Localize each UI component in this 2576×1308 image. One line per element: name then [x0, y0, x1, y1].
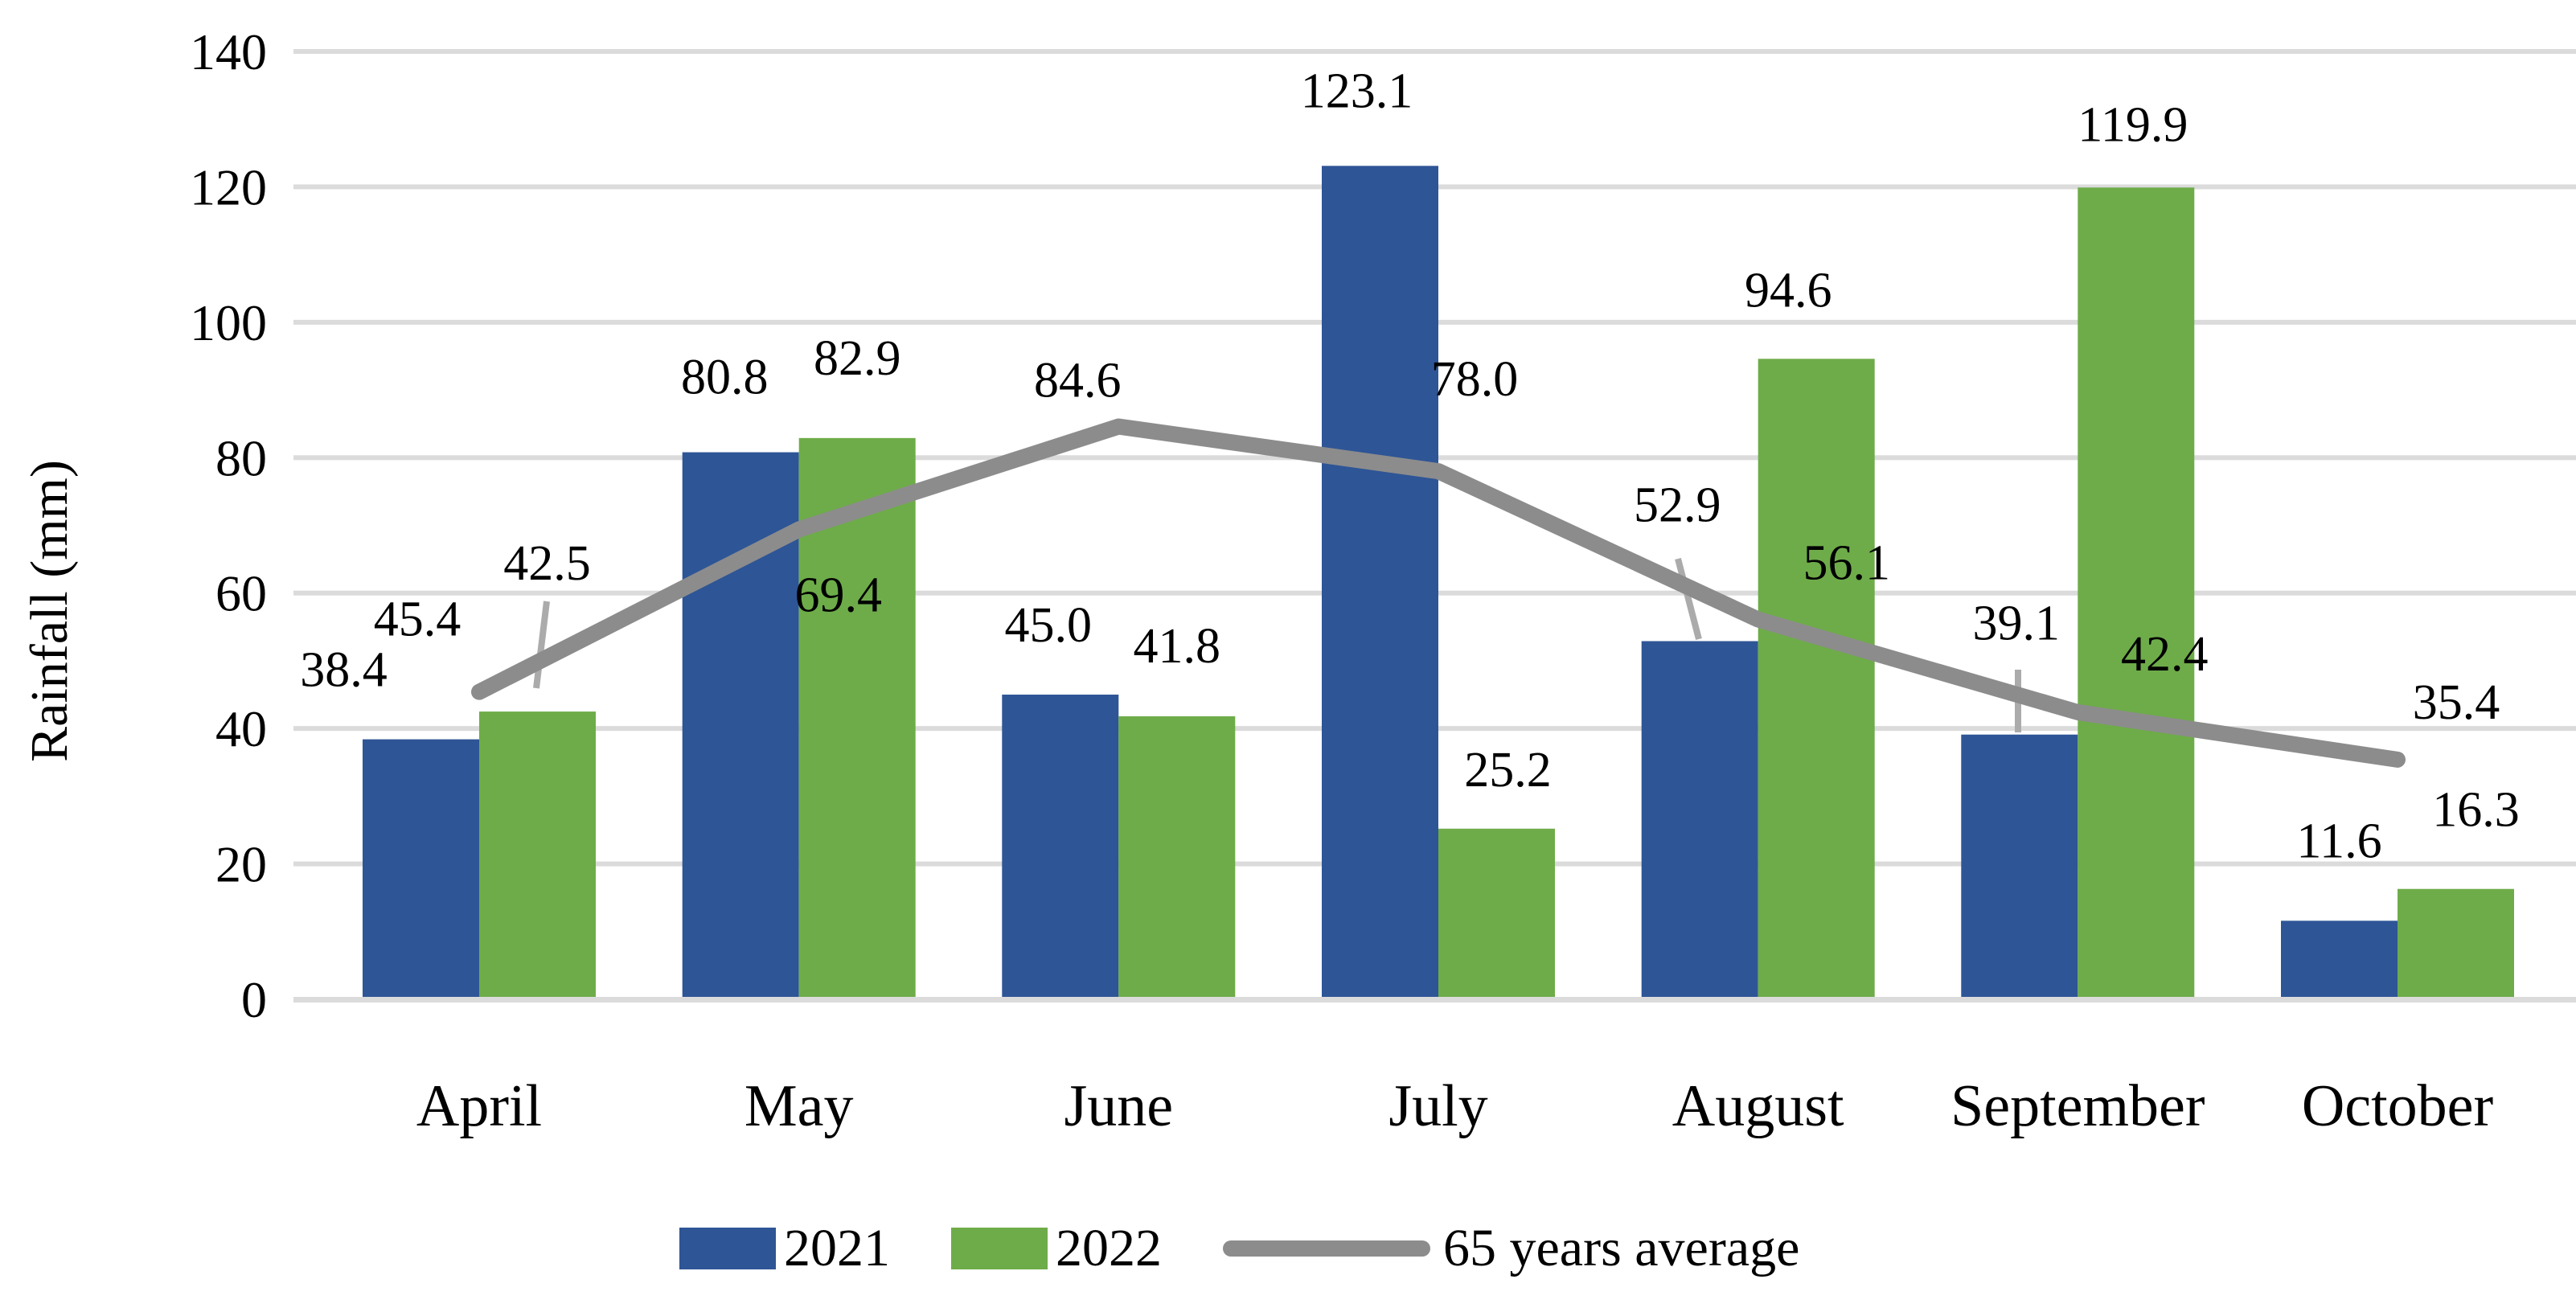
legend-swatch-2022	[951, 1227, 1048, 1269]
y-axis-title: Rainfall (mm)	[20, 460, 79, 762]
data-label-2021-august: 52.9	[1634, 478, 1721, 533]
data-label-2021-june: 45.0	[1005, 598, 1093, 653]
bar-2022-august	[1758, 359, 1875, 997]
data-label-2022-september: 119.9	[2078, 97, 2188, 152]
x-category-label-june: June	[1064, 1073, 1173, 1139]
data-label-2022-july: 25.2	[1464, 743, 1552, 798]
bar-2021-june	[1002, 695, 1119, 997]
bar-2021-september	[1961, 734, 2078, 997]
data-label-leader-line-0	[533, 601, 550, 689]
y-tick-label-80: 80	[215, 429, 267, 486]
line-65-years-average	[471, 418, 2406, 768]
bar-2021-july	[1322, 166, 1438, 997]
x-category-label-may: May	[744, 1073, 854, 1139]
x-category-label-august: August	[1672, 1073, 1844, 1139]
x-category-label-april: April	[416, 1073, 542, 1139]
gridline-140	[293, 49, 2576, 54]
y-tick-label-20: 20	[215, 836, 267, 893]
data-label-average-july: 78.0	[1431, 352, 1519, 407]
data-label-2022-june: 41.8	[1134, 619, 1221, 674]
data-label-leader-line-1	[1675, 557, 1702, 641]
x-axis-line	[293, 997, 2576, 1003]
y-tick-label-60: 60	[215, 565, 267, 622]
bar-2022-april	[479, 711, 596, 997]
legend-label-2022: 2022	[1056, 1218, 1162, 1277]
data-label-2021-july: 123.1	[1301, 64, 1413, 118]
data-label-average-october: 35.4	[2413, 675, 2500, 730]
bar-2022-june	[1118, 716, 1236, 997]
y-tick-label-100: 100	[190, 294, 267, 351]
data-label-average-august: 56.1	[1803, 536, 1890, 591]
data-label-2022-april: 42.5	[503, 536, 591, 591]
data-label-2021-april: 38.4	[300, 643, 388, 698]
bar-2022-july	[1438, 828, 1555, 997]
x-category-label-september: September	[1950, 1073, 2205, 1139]
bar-2021-april	[363, 739, 479, 997]
data-label-2022-august: 94.6	[1745, 263, 1832, 318]
bar-2022-october	[2398, 888, 2514, 997]
data-label-average-september: 42.4	[2121, 627, 2209, 682]
data-label-average-april: 45.4	[374, 592, 461, 647]
data-label-average-june: 84.6	[1034, 354, 1122, 408]
legend-item-2022: 2022	[951, 1218, 1162, 1277]
legend-label-2021: 2021	[784, 1218, 890, 1277]
y-tick-label-40: 40	[215, 700, 267, 757]
data-label-2021-may: 80.8	[681, 351, 769, 405]
data-label-2021-october: 11.6	[2296, 814, 2381, 868]
legend-swatch-2021	[679, 1227, 776, 1269]
x-category-label-july: July	[1388, 1073, 1487, 1139]
y-tick-label-120: 120	[190, 158, 267, 215]
data-label-2021-september: 39.1	[1973, 597, 2061, 651]
legend-label-65-years-average: 65 years average	[1443, 1218, 1800, 1277]
legend: 2021 2022 65 years average	[679, 1210, 1799, 1286]
x-category-label-october: October	[2302, 1073, 2493, 1139]
data-label-2022-may: 82.9	[814, 331, 901, 386]
legend-item-2021: 2021	[679, 1218, 890, 1277]
data-label-average-may: 69.4	[794, 568, 882, 623]
y-tick-label-140: 140	[190, 23, 267, 80]
bar-2021-august	[1641, 641, 1758, 997]
data-label-2022-october: 16.3	[2432, 783, 2520, 838]
bar-2021-october	[2281, 921, 2398, 997]
legend-line-swatch	[1223, 1240, 1430, 1257]
legend-item-65-years-average: 65 years average	[1223, 1218, 1800, 1277]
bar-2022-september	[2078, 187, 2195, 997]
y-tick-label-0: 0	[241, 971, 267, 1028]
